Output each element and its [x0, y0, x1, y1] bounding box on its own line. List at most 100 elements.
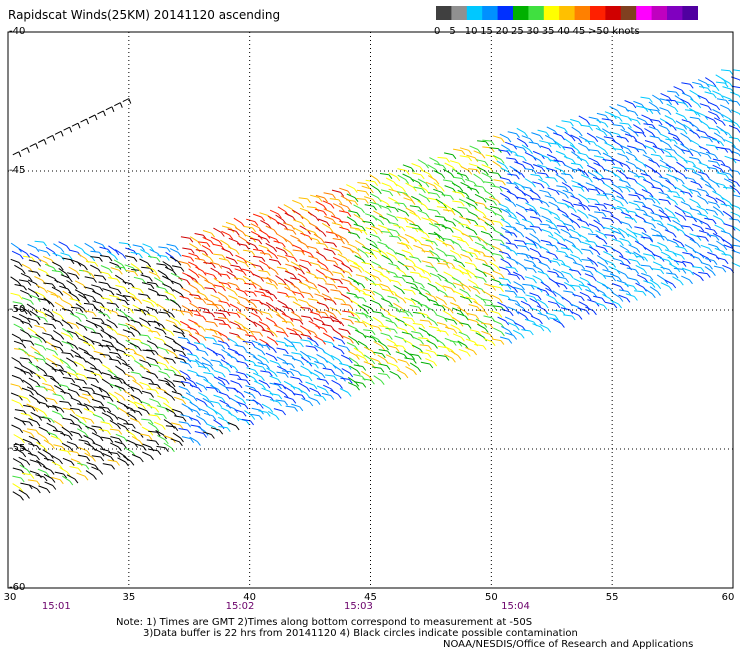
wind-barb-flag [675, 242, 680, 248]
wind-barb [221, 248, 231, 253]
wind-barb-flag [123, 360, 128, 366]
wind-barb [234, 268, 244, 273]
wind-barb-flag [155, 440, 160, 446]
wind-barb-flag [211, 232, 216, 238]
wind-barb-flag [377, 277, 382, 283]
wind-barb [145, 265, 155, 271]
wind-barb-flag [313, 332, 318, 337]
wind-barb-flag [674, 273, 679, 279]
wind-barb-flag [165, 349, 170, 355]
wind-barb [401, 241, 410, 247]
wind-barb-flag [569, 186, 574, 192]
wind-barb [672, 136, 682, 143]
wind-barb-flag [42, 327, 47, 333]
wind-barb [419, 287, 429, 293]
wind-barb [625, 151, 635, 157]
wind-barb [269, 399, 279, 403]
wind-barb-flag [387, 208, 392, 213]
wind-barb-flag [141, 246, 145, 251]
wind-barb [28, 270, 38, 273]
wind-barb-flag [70, 419, 75, 425]
wind-barb [99, 448, 110, 452]
wind-barb [459, 216, 468, 221]
wind-barb-flag [370, 379, 375, 385]
wind-barb [156, 263, 166, 266]
wind-barb [244, 359, 254, 363]
wind-barb-flag [712, 219, 717, 225]
wind-barb [261, 294, 271, 298]
wind-barb [464, 261, 475, 265]
wind-barb [388, 262, 398, 267]
wind-barb-flag [585, 198, 590, 204]
wind-barb-flag [515, 309, 520, 315]
wind-barb [219, 399, 228, 405]
wind-barb-flag [364, 253, 369, 258]
wind-barb [284, 270, 294, 275]
wind-barb-flag [82, 336, 87, 341]
wind-barb-flag [377, 189, 382, 195]
wind-barb-flag [404, 265, 409, 271]
wind-barb [672, 238, 682, 244]
wind-barb [450, 350, 459, 357]
wind-barb [573, 262, 582, 266]
wind-barb-flag [538, 226, 543, 232]
wind-barb-flag [554, 245, 559, 251]
wind-barb [317, 284, 327, 289]
wind-barb [50, 293, 60, 297]
wind-barb [74, 331, 83, 337]
wind-barb [117, 457, 126, 463]
wind-barb-flag [180, 267, 185, 272]
wind-barb-flag [394, 207, 399, 213]
wind-barb [146, 281, 156, 285]
wind-barb [557, 202, 567, 205]
wind-barb-flag [713, 119, 718, 125]
wind-barb-flag [405, 244, 410, 250]
wind-barb [657, 222, 666, 228]
wind-barb [428, 222, 438, 228]
wind-barb [525, 294, 535, 298]
wind-barb [441, 225, 451, 230]
wind-barb-flag [36, 297, 41, 303]
wind-barb-flag [226, 302, 231, 308]
wind-barb [521, 135, 531, 140]
wind-barb [83, 293, 93, 298]
wind-barb [618, 294, 628, 299]
wind-barb [148, 448, 158, 452]
wind-barb [252, 273, 261, 278]
wind-barb [188, 334, 198, 340]
wind-barb-flag [70, 310, 75, 316]
wind-barb-flag [30, 341, 35, 346]
wind-barb-flag [254, 245, 259, 250]
wind-barb [146, 388, 156, 391]
wind-barb [217, 291, 226, 298]
wind-barb [242, 325, 251, 332]
wind-barb-flag [60, 408, 65, 413]
wind-barb [340, 269, 350, 273]
wind-barb-flag [405, 170, 410, 175]
wind-barb [681, 209, 691, 214]
wind-barb [314, 293, 324, 298]
wind-barb [269, 375, 279, 380]
wind-barb-flag [370, 222, 375, 227]
wind-barb [68, 291, 77, 298]
wind-barb [28, 418, 38, 423]
wind-barb-flag [52, 390, 57, 395]
wind-barb-flag [563, 305, 568, 311]
wind-barb-flag [546, 182, 550, 188]
wind-barb-flag [671, 212, 676, 217]
wind-barb [429, 272, 439, 278]
wind-barb [675, 120, 684, 126]
wind-barb [369, 193, 379, 199]
wind-barb-flag [218, 240, 223, 246]
wind-barb-flag [340, 273, 345, 278]
wind-barb-flag [554, 170, 559, 175]
wind-barb-flag [449, 228, 454, 233]
wind-barb [322, 323, 332, 327]
wind-barb [517, 311, 526, 317]
wind-barb [123, 381, 132, 388]
wind-barb [356, 189, 366, 193]
wind-barb-flag [445, 356, 450, 361]
wind-barb [389, 235, 399, 238]
wind-barb [61, 442, 71, 448]
wind-barb-flag [90, 419, 95, 425]
